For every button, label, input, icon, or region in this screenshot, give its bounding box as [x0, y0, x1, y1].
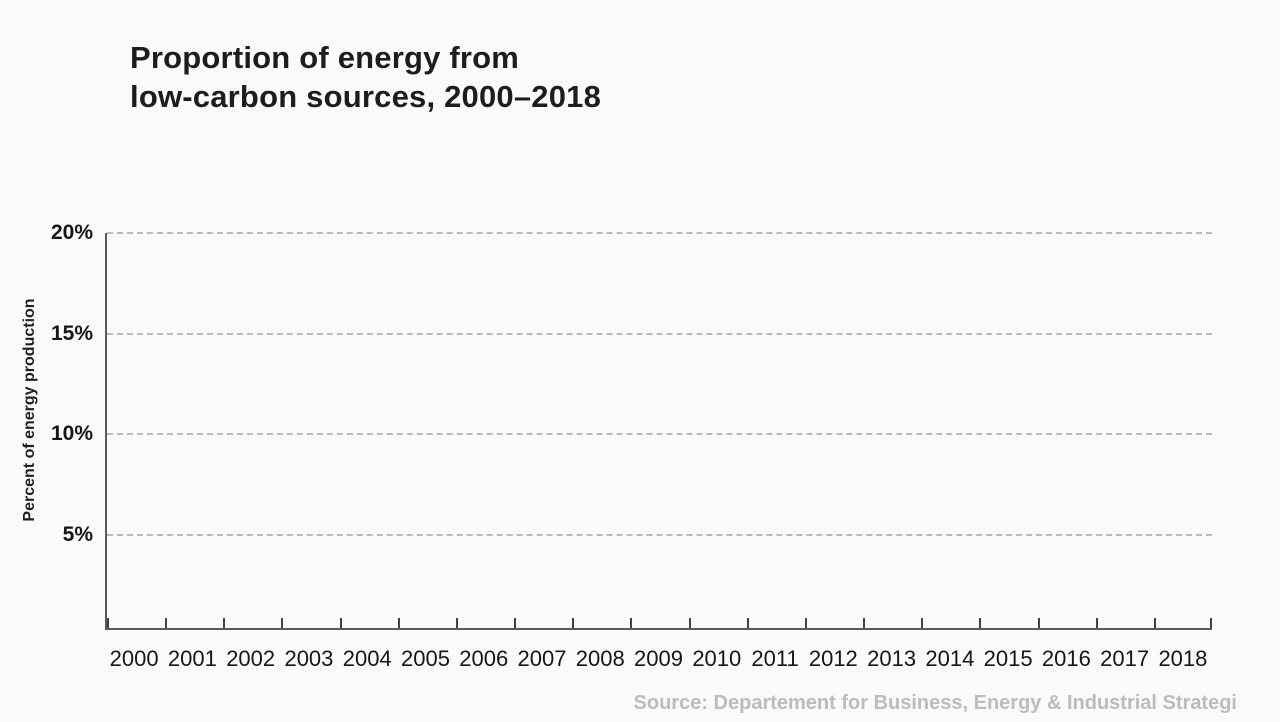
- x-axis-label: 2003: [284, 646, 334, 671]
- x-axis-label: 2016: [1041, 646, 1091, 671]
- x-tick: [747, 618, 749, 628]
- x-tick: [921, 618, 923, 628]
- x-tick: [572, 618, 574, 628]
- plot-area: [105, 232, 1212, 630]
- x-axis-label: 2008: [575, 646, 625, 671]
- x-axis-label: 2005: [400, 646, 450, 671]
- chart-title-line-1: Proportion of energy from: [130, 40, 520, 75]
- x-axis-label: 2000: [109, 646, 159, 671]
- x-axis-label: 2007: [517, 646, 567, 671]
- x-axis-label: 2002: [226, 646, 276, 671]
- x-tick: [165, 618, 167, 628]
- x-tick: [281, 618, 283, 628]
- x-axis-label: 2004: [342, 646, 392, 671]
- y-gridline: [107, 332, 1212, 335]
- x-axis-label: 2006: [459, 646, 509, 671]
- x-axis-label: 2009: [634, 646, 683, 671]
- x-tick: [1038, 618, 1040, 628]
- x-axis-label: 2013: [867, 646, 917, 671]
- chart-title: Proportion of energy from low-carbon sou…: [130, 38, 601, 116]
- x-tick: [1154, 618, 1156, 628]
- source-note: Source: Departement for Business, Energy…: [633, 692, 1237, 714]
- y-tick-label: 20%: [50, 221, 93, 244]
- x-tick: [456, 618, 458, 628]
- x-tick: [863, 618, 865, 628]
- x-axis-label: 2014: [925, 646, 975, 671]
- x-tick: [689, 618, 691, 628]
- chart-title-line-2: low-carbon sources, 2000–2018: [130, 79, 602, 114]
- x-tick: [805, 618, 807, 628]
- y-tick-label: 5%: [62, 522, 93, 546]
- x-tick: [340, 618, 342, 628]
- y-tick-label: 10%: [50, 422, 93, 445]
- y-gridline: [107, 533, 1212, 536]
- x-tick: [398, 618, 400, 628]
- x-axis-label: 2012: [808, 646, 858, 671]
- x-axis-labels: 2000 2001 2002 2003 2004 2005 2006 2007 2008 2009…: [105, 646, 1212, 672]
- x-tick: [107, 618, 109, 628]
- x-axis-label: 2017: [1100, 646, 1150, 671]
- x-tick: [223, 618, 225, 628]
- y-gridline: [107, 232, 1212, 234]
- x-tick: [1096, 618, 1098, 628]
- x-axis-label: 2010: [692, 646, 742, 671]
- x-tick: [514, 618, 516, 628]
- x-axis-label: 2001: [167, 646, 217, 671]
- x-tick: [979, 618, 981, 628]
- y-tick-label: 15%: [50, 321, 93, 345]
- y-gridline: [107, 433, 1212, 435]
- x-tick: [630, 618, 632, 628]
- x-axis-label: 2011: [751, 646, 799, 671]
- x-axis-label: 2018: [1158, 646, 1208, 671]
- x-axis-label: 2015: [983, 646, 1033, 671]
- x-tick: [1210, 618, 1212, 628]
